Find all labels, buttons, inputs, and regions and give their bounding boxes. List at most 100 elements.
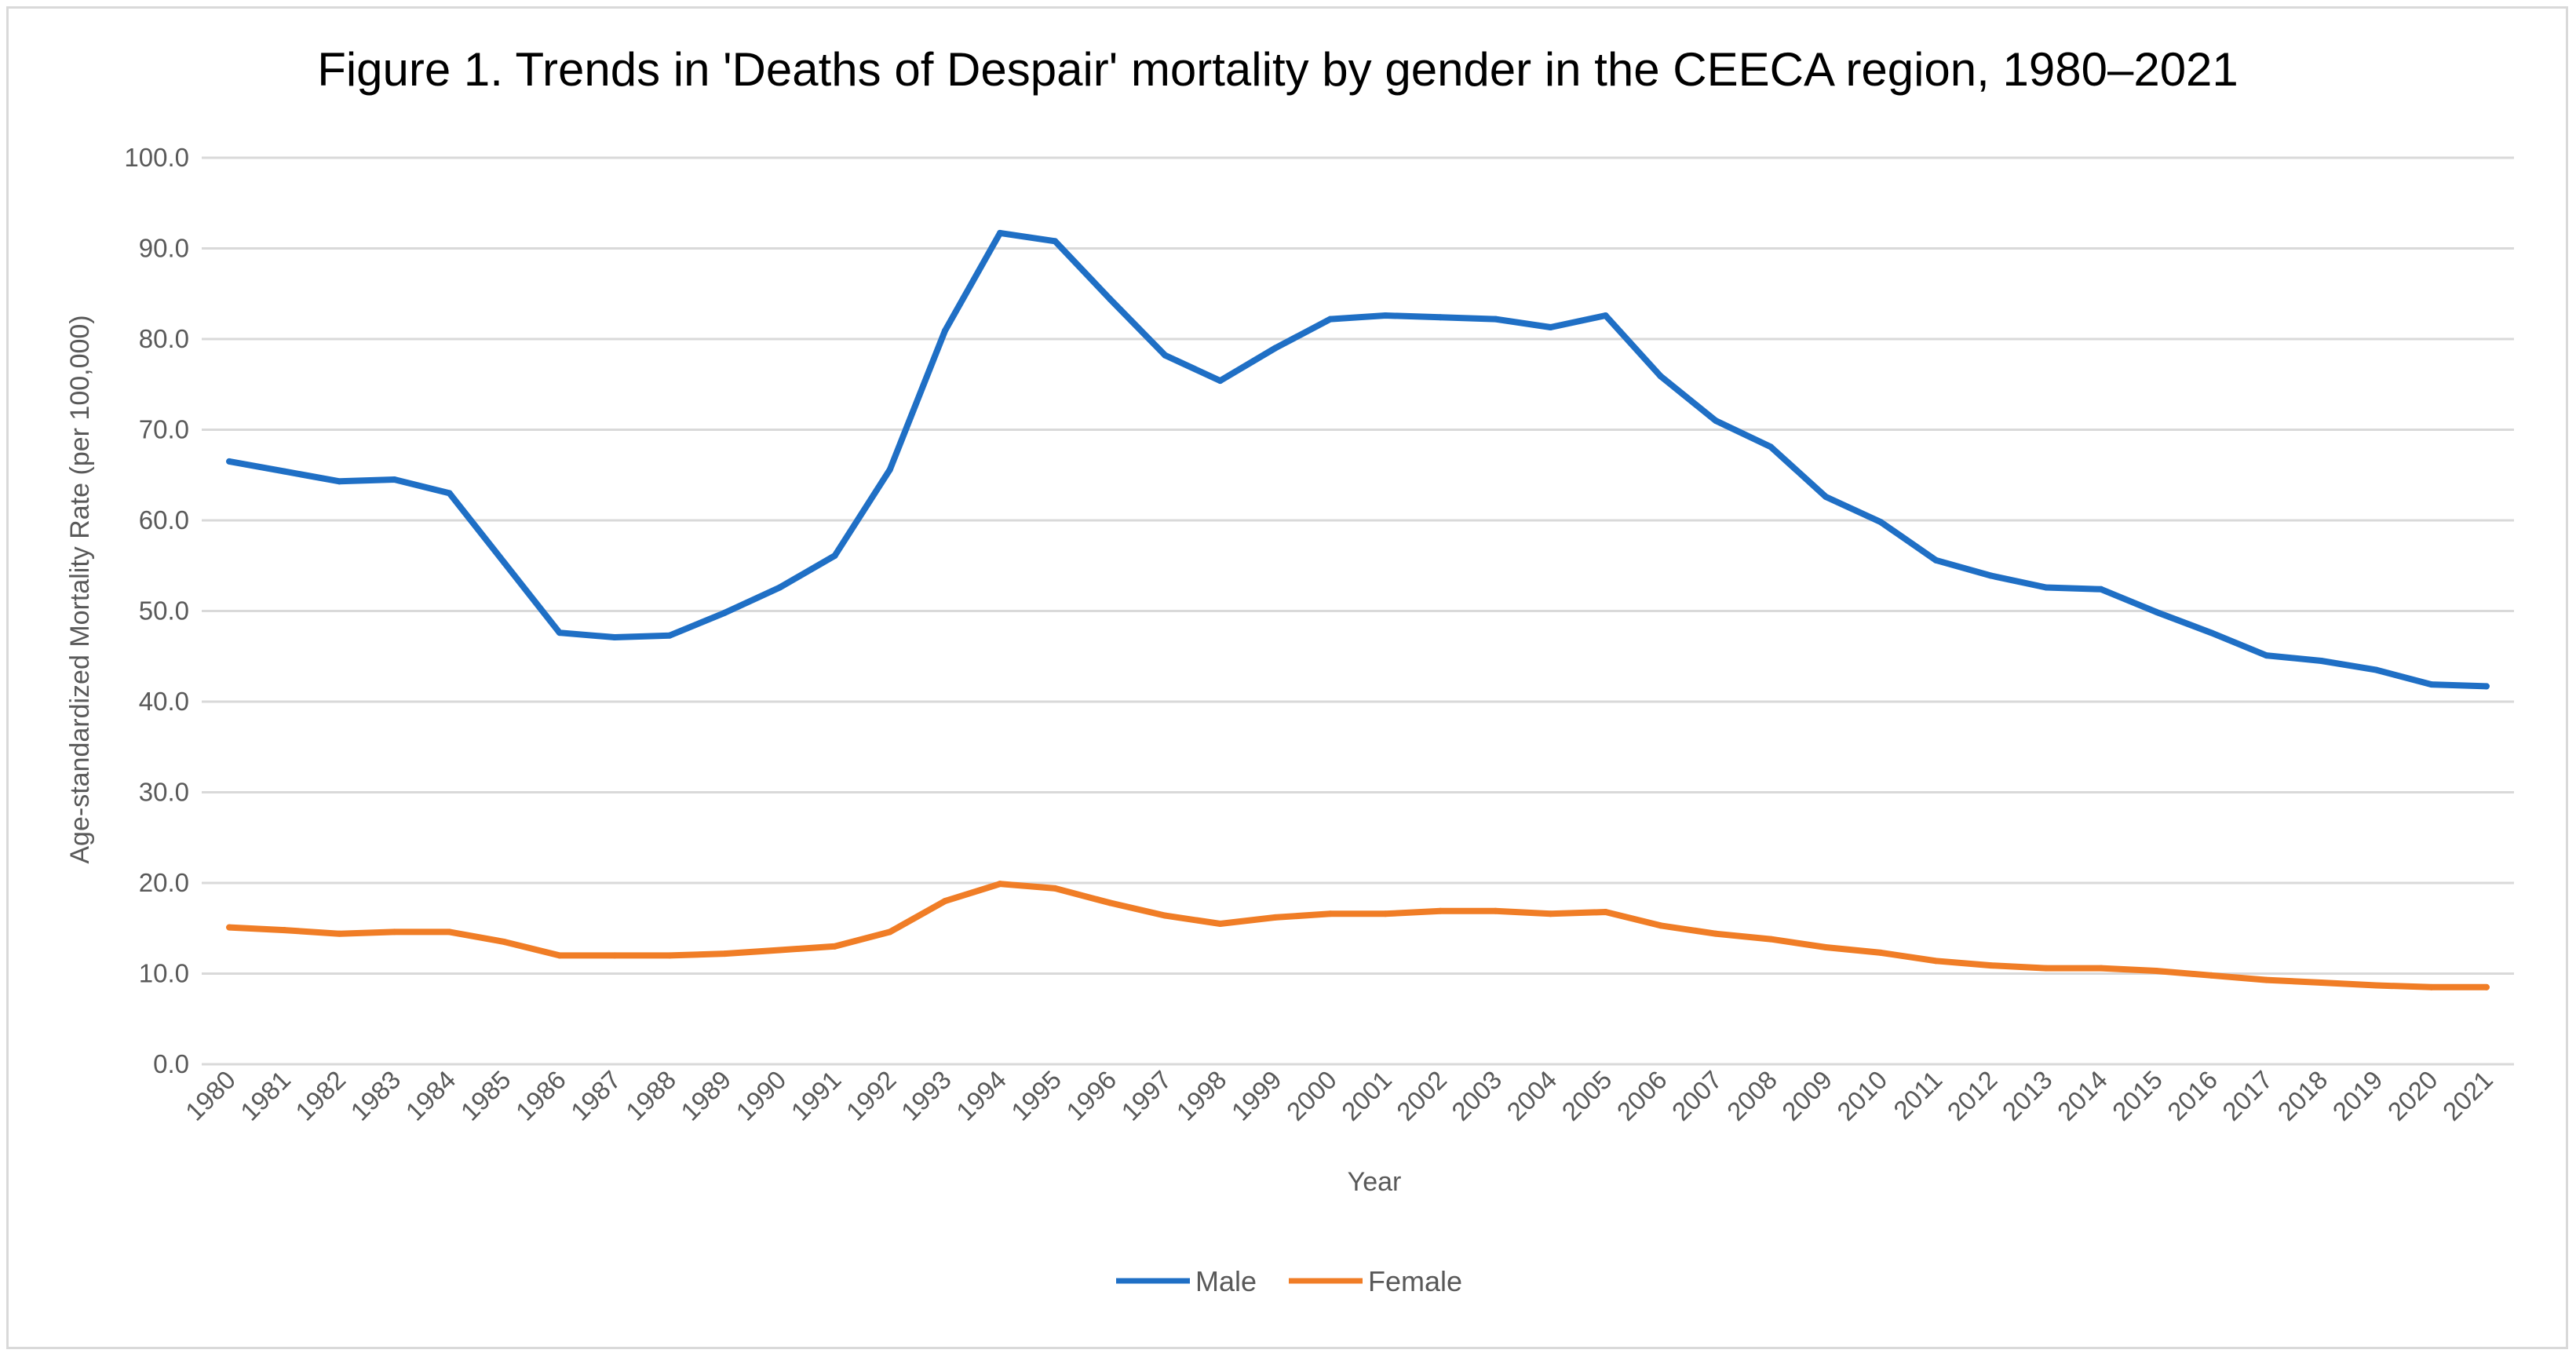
data-point-male <box>281 468 288 475</box>
x-tick-label: 2020 <box>2382 1065 2443 1126</box>
line-chart: Figure 1. Trends in 'Deaths of Despair' … <box>65 43 2514 1297</box>
x-tick-label: 2017 <box>2217 1065 2278 1126</box>
data-point-female <box>2373 982 2380 989</box>
data-point-male <box>1217 378 1224 385</box>
data-point-male <box>1107 296 1114 303</box>
x-tick-label: 1983 <box>345 1065 406 1126</box>
data-point-male <box>2097 585 2104 593</box>
x-tick-label: 2002 <box>1391 1065 1452 1126</box>
data-point-male <box>1492 316 1499 323</box>
chart-frame: Figure 1. Trends in 'Deaths of Despair' … <box>6 6 2568 1349</box>
data-point-female <box>281 927 288 934</box>
data-point-male <box>391 476 398 483</box>
data-point-female <box>611 952 618 959</box>
data-point-female <box>556 952 563 959</box>
x-tick-label: 1981 <box>235 1065 296 1126</box>
data-point-male <box>2373 666 2380 673</box>
data-point-male <box>2263 652 2270 659</box>
legend-label-female: Female <box>1368 1265 1462 1297</box>
x-tick-label: 1982 <box>290 1065 351 1126</box>
x-tick-label: 2018 <box>2271 1065 2333 1126</box>
series-line-female <box>226 881 2490 990</box>
data-point-male <box>1052 238 1059 245</box>
y-tick-label: 30.0 <box>139 778 189 807</box>
legend-label-male: Male <box>1195 1265 1257 1297</box>
legend: Male Female <box>1116 1265 1462 1297</box>
x-tick-label: 2019 <box>2327 1065 2388 1126</box>
x-tick-label: 2007 <box>1666 1065 1728 1126</box>
data-point-male <box>1547 323 1554 330</box>
chart-title: Figure 1. Trends in 'Deaths of Despair' … <box>317 43 2238 96</box>
x-tick-label: 1986 <box>510 1065 571 1126</box>
data-point-male <box>446 490 453 497</box>
data-point-male <box>886 466 893 473</box>
data-point-male <box>611 633 618 640</box>
y-tick-label: 90.0 <box>139 234 189 263</box>
data-point-female <box>997 881 1004 888</box>
data-point-female <box>1162 912 1169 919</box>
data-point-female <box>2208 972 2215 979</box>
data-point-female <box>1657 922 1664 929</box>
data-point-male <box>1326 316 1334 323</box>
data-point-female <box>1877 949 1885 956</box>
data-point-female <box>1382 910 1389 917</box>
data-point-male <box>1987 572 1994 579</box>
data-point-female <box>336 930 343 937</box>
x-axis-title: Year <box>1348 1167 1402 1197</box>
x-tick-label: 2010 <box>1831 1065 1892 1126</box>
data-point-male <box>2483 683 2490 690</box>
y-tick-label: 10.0 <box>139 959 189 988</box>
x-tick-label: 2006 <box>1611 1065 1673 1126</box>
data-point-male <box>1712 417 1719 424</box>
data-point-male <box>1272 345 1279 352</box>
data-point-female <box>2153 968 2160 975</box>
data-point-female <box>776 947 783 954</box>
x-tick-label: 1992 <box>841 1065 902 1126</box>
data-point-male <box>776 584 783 591</box>
data-point-female <box>1437 907 1444 914</box>
x-tick-label: 1987 <box>565 1065 626 1126</box>
x-tick-label: 1984 <box>400 1065 462 1126</box>
x-tick-label: 2000 <box>1281 1065 1342 1126</box>
data-point-female <box>1987 962 1994 969</box>
y-tick-label: 80.0 <box>139 324 189 353</box>
x-tick-label: 2021 <box>2437 1065 2498 1126</box>
x-tick-label: 2011 <box>1888 1065 1947 1125</box>
data-point-male <box>1932 556 1939 564</box>
x-tick-label: 1988 <box>620 1065 681 1126</box>
data-point-male <box>2208 629 2215 637</box>
data-point-female <box>1712 930 1719 937</box>
data-point-male <box>2153 608 2160 615</box>
series-line-male <box>226 229 2490 690</box>
x-tick-label: 2004 <box>1501 1065 1562 1126</box>
data-point-male <box>2318 658 2325 665</box>
data-point-female <box>666 952 673 959</box>
data-point-female <box>831 943 838 950</box>
x-tick-label: 2003 <box>1446 1065 1507 1126</box>
x-tick-label: 1993 <box>896 1065 957 1126</box>
y-tick-label: 60.0 <box>139 505 189 534</box>
data-point-male <box>1602 312 1609 319</box>
data-point-female <box>1547 910 1554 917</box>
data-point-male <box>666 632 673 639</box>
x-tick-label: 1994 <box>950 1065 1012 1126</box>
data-point-female <box>1326 910 1334 917</box>
x-tick-label: 1990 <box>730 1065 791 1126</box>
y-axis-ticks: 0.0 10.0 20.0 30.0 40.0 50.0 60.0 70.0 80.0 90.0 1… <box>124 143 189 1078</box>
data-point-female <box>1823 944 1830 951</box>
x-tick-label: 2009 <box>1776 1065 1837 1126</box>
x-tick-label: 1998 <box>1171 1065 1232 1126</box>
x-tick-label: 2008 <box>1721 1065 1782 1126</box>
data-point-female <box>446 928 453 936</box>
data-point-female <box>2318 979 2325 987</box>
x-tick-label: 1985 <box>455 1065 516 1126</box>
data-point-male <box>336 478 343 485</box>
data-point-male <box>941 327 948 334</box>
series-lines <box>226 229 2490 990</box>
data-point-female <box>886 928 893 936</box>
x-tick-label: 2016 <box>2162 1065 2223 1126</box>
data-point-male <box>1768 443 1775 451</box>
data-point-male <box>501 560 508 567</box>
data-point-female <box>2097 965 2104 972</box>
data-point-female <box>1768 936 1775 943</box>
